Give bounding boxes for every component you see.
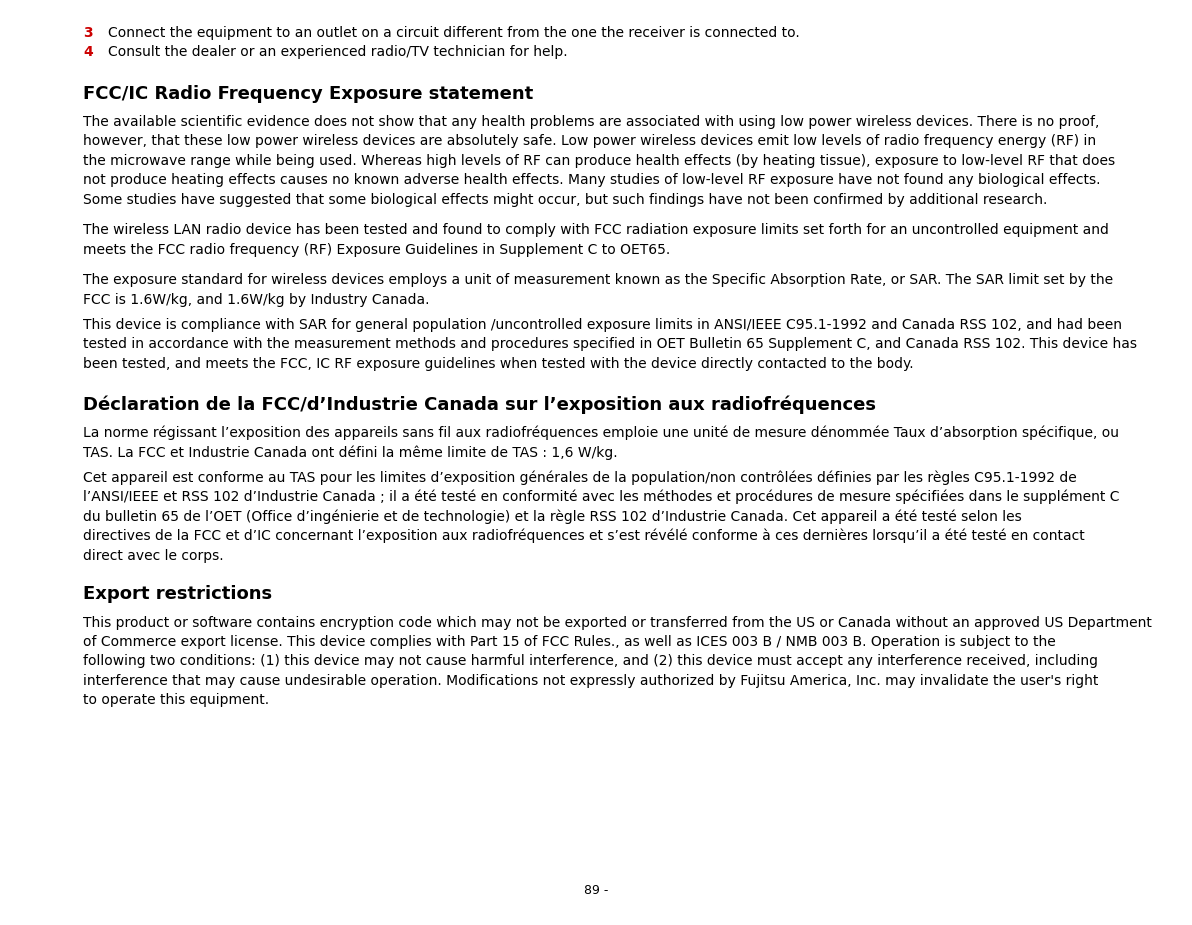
Text: however, that these low power wireless devices are absolutely safe. Low power wi: however, that these low power wireless d… <box>83 134 1097 148</box>
Text: Export restrictions: Export restrictions <box>83 586 272 603</box>
Text: the microwave range while being used. Whereas high levels of RF can produce heal: the microwave range while being used. Wh… <box>83 154 1116 167</box>
Text: Some studies have suggested that some biological effects might occur, but such f: Some studies have suggested that some bi… <box>83 192 1048 207</box>
Text: Cet appareil est conforme au TAS pour les limites d’exposition générales de la p: Cet appareil est conforme au TAS pour le… <box>83 470 1076 485</box>
Text: directives de la FCC et d’IC concernant l’exposition aux radiofréquences et s’es: directives de la FCC et d’IC concernant … <box>83 529 1085 543</box>
Text: been tested, and meets the FCC, IC RF exposure guidelines when tested with the d: been tested, and meets the FCC, IC RF ex… <box>83 357 913 371</box>
Text: The available scientific evidence does not show that any health problems are ass: The available scientific evidence does n… <box>83 115 1099 129</box>
Text: not produce heating effects causes no known adverse health effects. Many studies: not produce heating effects causes no kn… <box>83 173 1100 187</box>
Text: Consult the dealer or an experienced radio/TV technician for help.: Consult the dealer or an experienced rad… <box>108 45 567 59</box>
Text: TAS. La FCC et Industrie Canada ont défini la même limite de TAS : 1,6 W/kg.: TAS. La FCC et Industrie Canada ont défi… <box>83 445 617 460</box>
Text: The exposure standard for wireless devices employs a unit of measurement known a: The exposure standard for wireless devic… <box>83 273 1113 288</box>
Text: This product or software contains encryption code which may not be exported or t: This product or software contains encryp… <box>83 615 1151 630</box>
Text: meets the FCC radio frequency (RF) Exposure Guidelines in Supplement C to OET65.: meets the FCC radio frequency (RF) Expos… <box>83 242 670 257</box>
Text: FCC/IC Radio Frequency Exposure statement: FCC/IC Radio Frequency Exposure statemen… <box>83 85 533 103</box>
Text: 4: 4 <box>83 45 93 59</box>
Text: tested in accordance with the measurement methods and procedures specified in OE: tested in accordance with the measuremen… <box>83 338 1137 352</box>
Text: du bulletin 65 de l’OET (Office d’ingénierie et de technologie) et la règle RSS : du bulletin 65 de l’OET (Office d’ingéni… <box>83 509 1022 524</box>
Text: Connect the equipment to an outlet on a circuit different from the one the recei: Connect the equipment to an outlet on a … <box>108 26 800 40</box>
Text: interference that may cause undesirable operation. Modifications not expressly a: interference that may cause undesirable … <box>83 673 1098 688</box>
Text: following two conditions: (1) this device may not cause harmful interference, an: following two conditions: (1) this devic… <box>83 654 1098 669</box>
Text: FCC is 1.6W/kg, and 1.6W/kg by Industry Canada.: FCC is 1.6W/kg, and 1.6W/kg by Industry … <box>83 292 429 307</box>
Text: La norme régissant l’exposition des appareils sans fil aux radiofréquences emplo: La norme régissant l’exposition des appa… <box>83 426 1119 440</box>
Text: l’ANSI/IEEE et RSS 102 d’Industrie Canada ; il a été testé en conformité avec le: l’ANSI/IEEE et RSS 102 d’Industrie Canad… <box>83 489 1119 504</box>
Text: direct avec le corps.: direct avec le corps. <box>83 549 224 562</box>
Text: 3: 3 <box>83 26 93 40</box>
Text: 89 -: 89 - <box>584 884 608 897</box>
Text: The wireless LAN radio device has been tested and found to comply with FCC radia: The wireless LAN radio device has been t… <box>83 223 1109 238</box>
Text: of Commerce export license. This device complies with Part 15 of FCC Rules., as : of Commerce export license. This device … <box>83 635 1056 649</box>
Text: to operate this equipment.: to operate this equipment. <box>83 694 269 708</box>
Text: Déclaration de la FCC/d’Industrie Canada sur l’exposition aux radiofréquences: Déclaration de la FCC/d’Industrie Canada… <box>83 396 876 414</box>
Text: This device is compliance with SAR for general population /uncontrolled exposure: This device is compliance with SAR for g… <box>83 318 1122 332</box>
